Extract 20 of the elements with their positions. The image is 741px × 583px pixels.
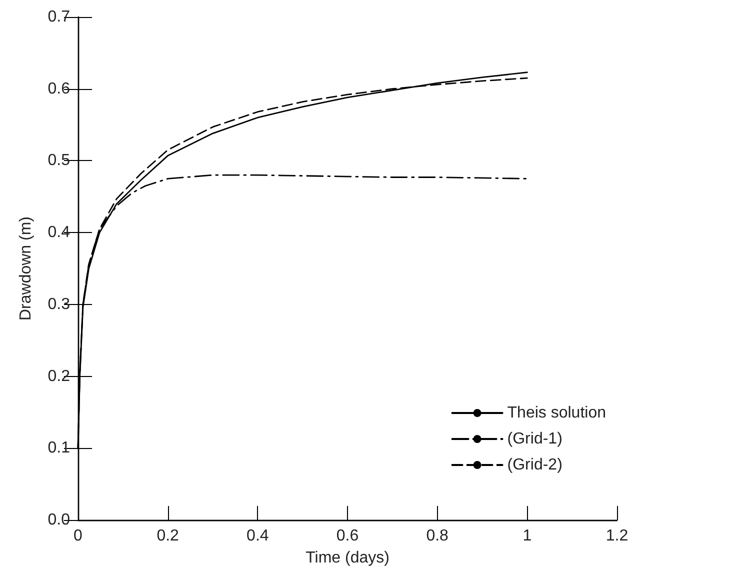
x-axis-title: Time (days) bbox=[306, 550, 390, 566]
y-tick-label: 0.1 bbox=[48, 440, 70, 457]
x-tick-label: 1 bbox=[522, 528, 532, 544]
x-tick-label: 0.8 bbox=[426, 528, 449, 544]
x-tick-label: 0 bbox=[74, 528, 83, 544]
y-tick-label: 0.5 bbox=[48, 152, 70, 170]
y-tick-label: 0.6 bbox=[48, 80, 70, 98]
y-tick-label: 0.2 bbox=[48, 368, 70, 385]
x-tick-label: 0.2 bbox=[156, 528, 180, 544]
y-tick-label: 0.7 bbox=[48, 8, 70, 26]
legend-label: Theis solution bbox=[507, 404, 606, 422]
y-tick-label: 0.3 bbox=[48, 296, 70, 313]
x-tick-label: 0.6 bbox=[336, 528, 359, 544]
legend-label: (Grid-1) bbox=[507, 430, 562, 448]
y-tick-label: 0.0 bbox=[48, 512, 70, 528]
y-axis-title: Drawdown (m) bbox=[18, 216, 34, 321]
y-tick-label: 0.4 bbox=[48, 224, 70, 242]
x-tick-label: 0.4 bbox=[246, 528, 269, 544]
x-tick-label: 1.2 bbox=[606, 528, 628, 544]
legend-label: (Grid-2) bbox=[507, 456, 562, 474]
